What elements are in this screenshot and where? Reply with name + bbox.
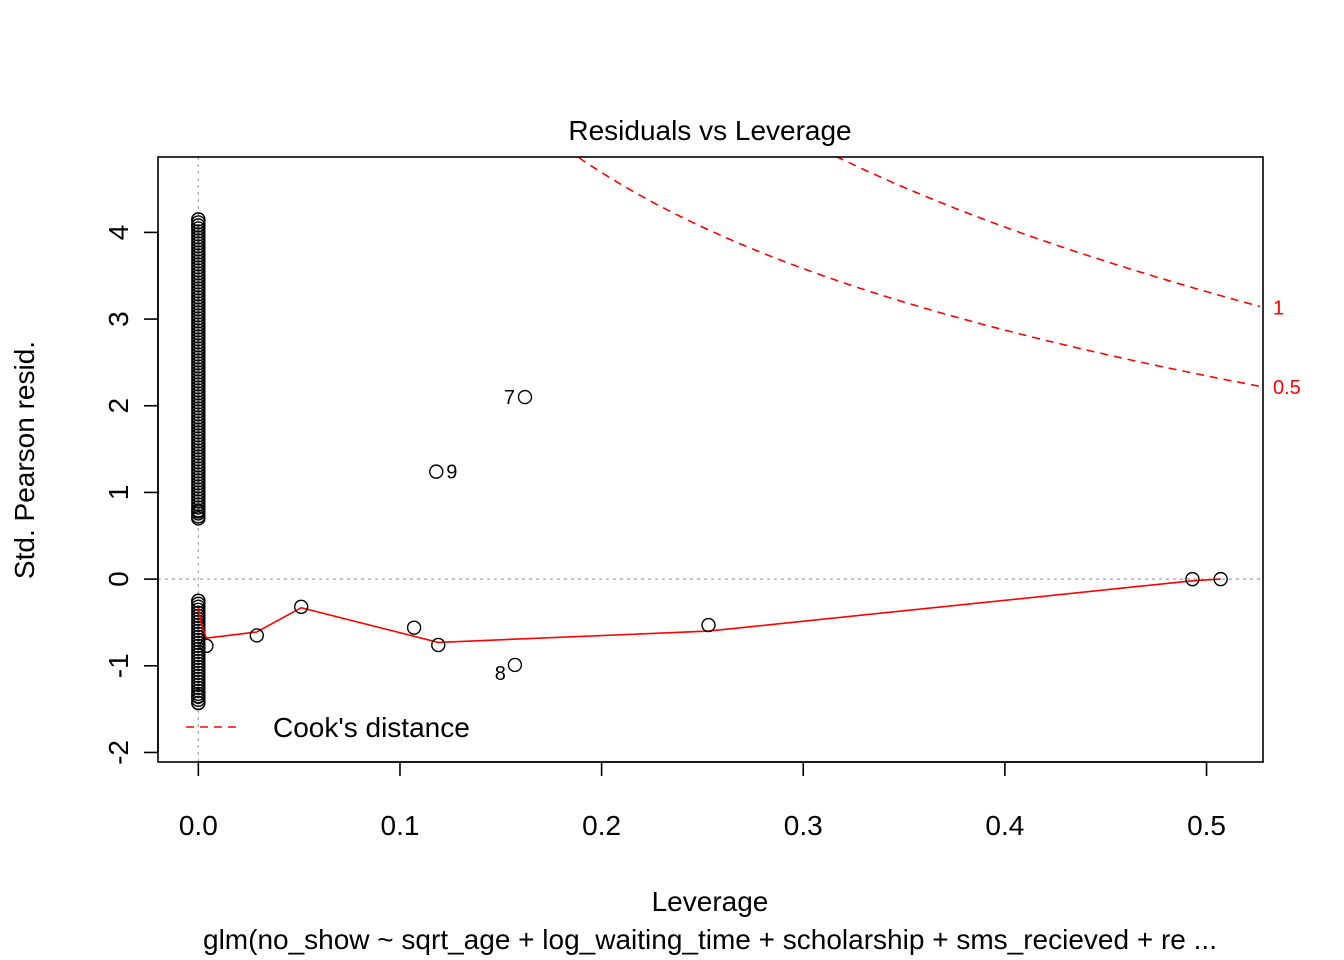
- data-point: [249, 628, 265, 643]
- data-point: [191, 511, 206, 526]
- chart-title: Residuals vs Leverage: [568, 115, 851, 146]
- x-tick-label: 0.4: [985, 810, 1024, 841]
- cooks-contour-label-1: 1: [1273, 297, 1284, 319]
- point-label-7: 7: [504, 387, 515, 409]
- x-tick-label: 0.3: [784, 810, 823, 841]
- point-label-8: 8: [495, 663, 506, 685]
- x-axis: 0.0 0.1 0.2 0.3 0.4 0.5: [179, 761, 1226, 841]
- dense-columns: [191, 212, 206, 710]
- cooks-contour-label-0.5: 0.5: [1273, 377, 1301, 399]
- data-point: [199, 638, 214, 654]
- model-formula-subtitle: glm(no_show ~ sqrt_age + log_waiting_tim…: [203, 924, 1217, 955]
- y-axis-label: Std. Pearson resid.: [9, 341, 40, 579]
- smooth-line: [197, 578, 1221, 644]
- x-tick-label: 0.1: [381, 810, 420, 841]
- data-points: [191, 212, 1228, 711]
- cooks-distance-contours: 0.51: [576, 157, 1301, 399]
- y-tick-label: -2: [103, 740, 134, 765]
- data-point: [191, 218, 206, 233]
- legend: Cook's distance: [186, 712, 470, 743]
- legend-label-cooks-distance: Cook's distance: [273, 712, 470, 743]
- data-point: [1213, 571, 1228, 587]
- cooks-contour-1: [835, 157, 1261, 308]
- y-tick-label: 3: [103, 311, 134, 327]
- y-tick-label: -1: [103, 653, 134, 678]
- data-point: [191, 504, 206, 519]
- data-point: [1185, 571, 1200, 587]
- data-point: [191, 688, 206, 704]
- data-point: [406, 620, 422, 635]
- point-label-9: 9: [446, 462, 457, 484]
- data-point: [701, 617, 716, 633]
- data-point: [431, 637, 446, 653]
- data-point: [191, 695, 206, 711]
- data-point: [191, 212, 206, 227]
- reference-lines: [158, 157, 1263, 762]
- y-tick-label: 1: [103, 485, 134, 501]
- x-axis-label: Leverage: [652, 886, 769, 917]
- y-tick-label: 0: [103, 571, 134, 587]
- smooth-line-path: [197, 578, 1221, 644]
- y-axis: -2 -1 0 1 2 3 4: [103, 225, 159, 765]
- x-tick-label: 0.2: [582, 810, 621, 841]
- x-tick-label: 0.0: [179, 810, 218, 841]
- plot-frame: [157, 156, 1264, 763]
- y-tick-label: 2: [103, 398, 134, 414]
- data-point: [429, 464, 444, 479]
- point-labels: 9 8 7: [446, 387, 515, 685]
- data-point: [507, 657, 523, 673]
- x-tick-label: 0.5: [1187, 810, 1226, 841]
- y-tick-label: 4: [103, 225, 134, 241]
- cooks-contour-0.5: [576, 157, 1261, 388]
- data-point: [293, 599, 309, 615]
- data-point: [191, 593, 206, 608]
- data-point: [517, 389, 533, 405]
